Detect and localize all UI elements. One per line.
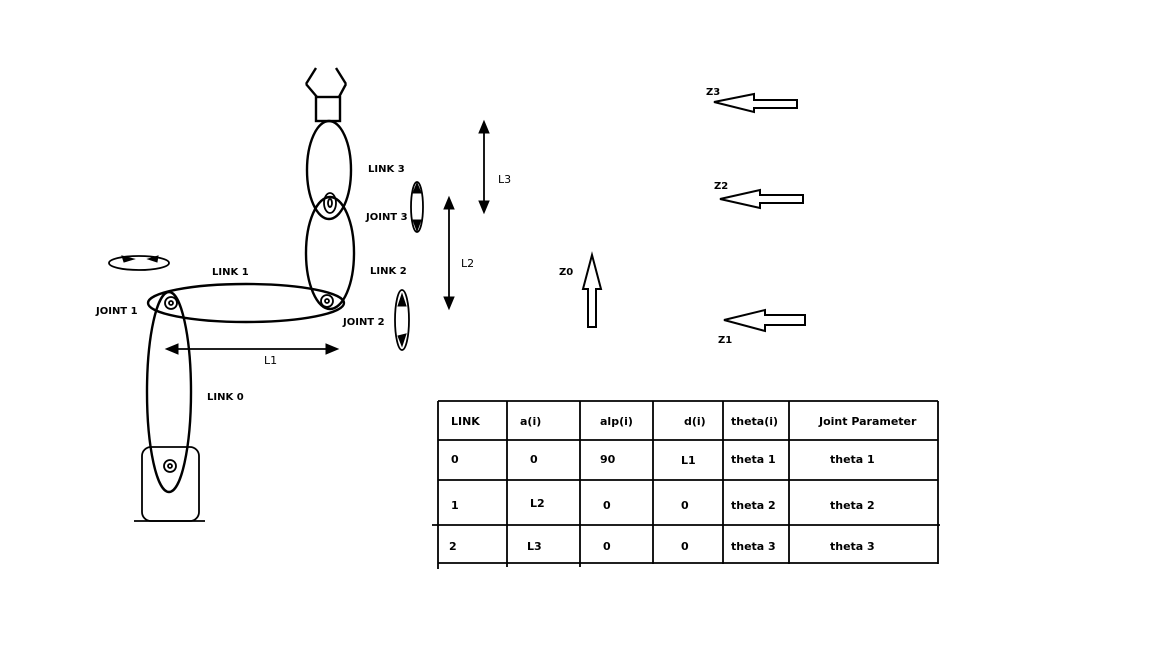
table-cell: theta 1 — [830, 453, 875, 466]
table-cell: 90 — [600, 453, 616, 466]
label-link2: LINK 2 — [370, 266, 407, 277]
label-l3: L3 — [498, 173, 511, 186]
table-row: 1 L2 0 0 theta 2 theta 2 — [451, 497, 875, 512]
label-joint3: JOINT 3 — [365, 212, 408, 223]
table-cell: theta 3 — [830, 540, 875, 553]
table-header-row: LINK a(i) alp(i) d(i) theta(i) Joint Par… — [451, 415, 917, 428]
z3-axis-arrow — [713, 92, 798, 114]
table-cell: 0 — [603, 540, 611, 553]
robot-base — [134, 446, 205, 522]
z2-axis-arrow — [719, 188, 804, 210]
table-cell: theta 2 — [830, 499, 875, 512]
label-joint2: JOINT 2 — [342, 317, 385, 328]
table-cell: theta 1 — [731, 453, 776, 466]
joint1-rotation-icon — [108, 255, 170, 271]
l1-dimension-arrow — [164, 343, 340, 355]
joint3-rotation-icon — [410, 181, 424, 233]
label-link0: LINK 0 — [207, 392, 244, 403]
link0-shape — [145, 290, 193, 494]
table-header-cell: alp(i) — [600, 415, 633, 428]
table-header-cell: d(i) — [684, 415, 706, 428]
table-cell: theta 2 — [731, 499, 776, 512]
table-cell: 0 — [603, 499, 611, 512]
joint3-pivot — [323, 192, 337, 214]
label-joint1: JOINT 1 — [95, 306, 138, 317]
table-cell: theta 3 — [731, 540, 776, 553]
z0-axis-arrow — [581, 251, 603, 328]
table-cell: 1 — [451, 499, 459, 512]
label-l1: L1 — [264, 354, 277, 367]
table-row: 0 0 90 L1 theta 1 theta 1 — [451, 453, 875, 467]
label-link3: LINK 3 — [368, 164, 405, 175]
table-cell: 0 — [530, 453, 538, 466]
joint1-pivot — [164, 296, 178, 310]
table-cell: L1 — [681, 454, 696, 467]
table-cell: 0 — [451, 453, 459, 466]
link1-shape — [146, 282, 346, 324]
label-z3: Z3 — [706, 87, 720, 98]
base-pivot — [163, 459, 177, 473]
table-cell: 0 — [681, 499, 689, 512]
label-link1: LINK 1 — [212, 267, 249, 278]
table-cell: 2 — [449, 540, 457, 553]
table-cell: L3 — [527, 540, 542, 553]
table-cell: L2 — [530, 497, 545, 510]
z1-axis-arrow — [723, 308, 806, 333]
label-z1: Z1 — [718, 335, 732, 346]
table-header-cell: LINK — [451, 415, 480, 428]
l2-dimension-arrow — [443, 195, 455, 311]
table-row: 2 L3 0 0 theta 3 theta 3 — [449, 540, 875, 553]
joint2-rotation-icon — [394, 289, 410, 351]
link3-shape — [305, 119, 353, 221]
table-header-cell: Joint Parameter — [818, 415, 917, 428]
table-header-cell: a(i) — [520, 415, 541, 428]
joint2-pivot — [320, 294, 334, 308]
dh-parameter-table: LINK a(i) alp(i) d(i) theta(i) Joint Par… — [432, 400, 940, 569]
table-cell: 0 — [681, 540, 689, 553]
link2-shape — [304, 195, 356, 311]
gripper-end-effector — [304, 67, 348, 123]
table-header-cell: theta(i) — [731, 415, 778, 428]
l3-dimension-arrow — [478, 119, 490, 215]
label-z0: Z0 — [559, 267, 573, 278]
label-l2: L2 — [461, 257, 474, 270]
label-z2: Z2 — [714, 181, 728, 192]
